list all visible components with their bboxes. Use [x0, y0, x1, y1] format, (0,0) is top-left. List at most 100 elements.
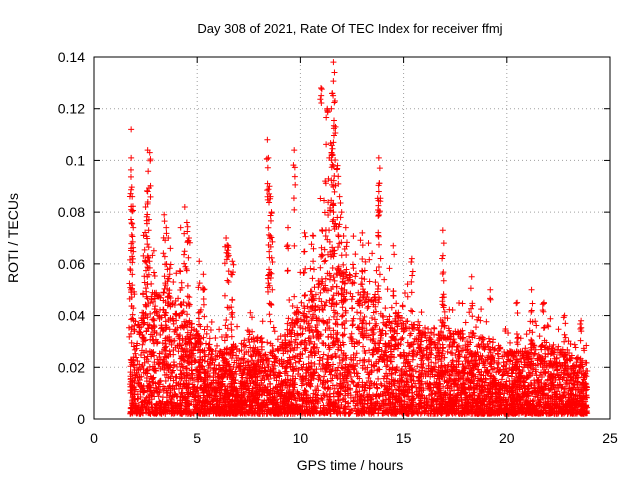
data-point: [512, 370, 519, 377]
data-point: [579, 357, 586, 364]
data-point: [410, 373, 417, 380]
data-point: [478, 355, 485, 362]
data-point: [467, 365, 474, 372]
data-point: [305, 353, 312, 360]
data-point: [352, 389, 359, 396]
data-point: [404, 281, 411, 288]
data-point: [311, 307, 318, 314]
data-point: [258, 335, 265, 342]
data-point: [204, 393, 211, 400]
data-point: [301, 387, 308, 394]
data-point: [129, 356, 136, 363]
data-point: [441, 354, 448, 361]
data-point: [496, 345, 503, 352]
data-point: [428, 359, 435, 366]
data-point: [194, 367, 201, 374]
data-point: [471, 360, 478, 367]
data-point: [231, 359, 238, 366]
data-point: [306, 327, 313, 334]
data-point: [132, 374, 139, 381]
data-point: [242, 362, 249, 369]
data-point: [435, 331, 442, 338]
data-point: [372, 297, 379, 304]
data-point: [568, 354, 575, 361]
data-point: [152, 303, 159, 310]
data-point: [280, 378, 287, 385]
data-point: [543, 392, 550, 399]
data-point: [212, 356, 219, 363]
data-point: [569, 406, 576, 413]
data-point: [446, 371, 453, 378]
data-point: [426, 334, 433, 341]
data-point: [184, 282, 191, 289]
data-point: [560, 410, 567, 417]
data-point: [547, 350, 554, 357]
data-point: [150, 269, 157, 276]
data-point: [508, 373, 515, 380]
data-point: [474, 366, 481, 373]
data-point: [241, 351, 248, 358]
data-point: [424, 343, 431, 350]
data-point: [160, 383, 167, 390]
data-point: [320, 351, 327, 358]
data-point: [207, 326, 214, 333]
data-point: [551, 355, 558, 362]
data-point: [421, 404, 428, 411]
data-point: [249, 314, 256, 321]
data-point: [178, 374, 185, 381]
data-point: [232, 394, 239, 401]
data-point: [248, 353, 255, 360]
data-point: [388, 376, 395, 383]
data-point: [297, 316, 304, 323]
data-point: [319, 381, 326, 388]
data-point: [307, 349, 314, 356]
data-point: [387, 348, 394, 355]
data-point: [565, 372, 572, 379]
data-point: [523, 331, 530, 338]
data-point: [228, 355, 235, 362]
data-point: [481, 401, 488, 408]
data-point: [391, 343, 398, 350]
data-point: [328, 300, 335, 307]
data-point: [334, 374, 341, 381]
data-point: [300, 361, 307, 368]
data-point: [212, 335, 219, 342]
data-point: [415, 391, 422, 398]
data-point: [513, 374, 520, 381]
data-point: [552, 402, 559, 409]
data-point: [204, 323, 211, 330]
data-point: [444, 348, 451, 355]
data-point: [131, 361, 138, 368]
data-point: [270, 410, 277, 417]
data-point: [503, 384, 510, 391]
data-point: [259, 318, 266, 325]
data-point: [371, 340, 378, 347]
data-point: [325, 352, 332, 359]
data-point: [390, 346, 397, 353]
data-point: [572, 363, 579, 370]
data-point: [316, 306, 323, 313]
data-point: [361, 299, 368, 306]
data-point: [400, 321, 407, 328]
data-point: [349, 261, 356, 268]
data-point: [326, 390, 333, 397]
data-point: [324, 319, 331, 326]
data-point: [216, 326, 223, 333]
data-point: [553, 394, 560, 401]
data-point: [417, 349, 424, 356]
data-point: [208, 379, 215, 386]
data-point: [373, 381, 380, 388]
data-point: [284, 348, 291, 355]
data-point: [238, 406, 245, 413]
data-point: [489, 404, 496, 411]
data-point: [291, 321, 298, 328]
data-point: [389, 399, 396, 406]
data-point: [320, 318, 327, 325]
data-point: [184, 390, 191, 397]
data-point: [532, 393, 539, 400]
data-point: [448, 383, 455, 390]
data-point: [246, 339, 253, 346]
data-point: [370, 309, 377, 316]
data-point: [246, 387, 253, 394]
data-point: [375, 392, 382, 399]
